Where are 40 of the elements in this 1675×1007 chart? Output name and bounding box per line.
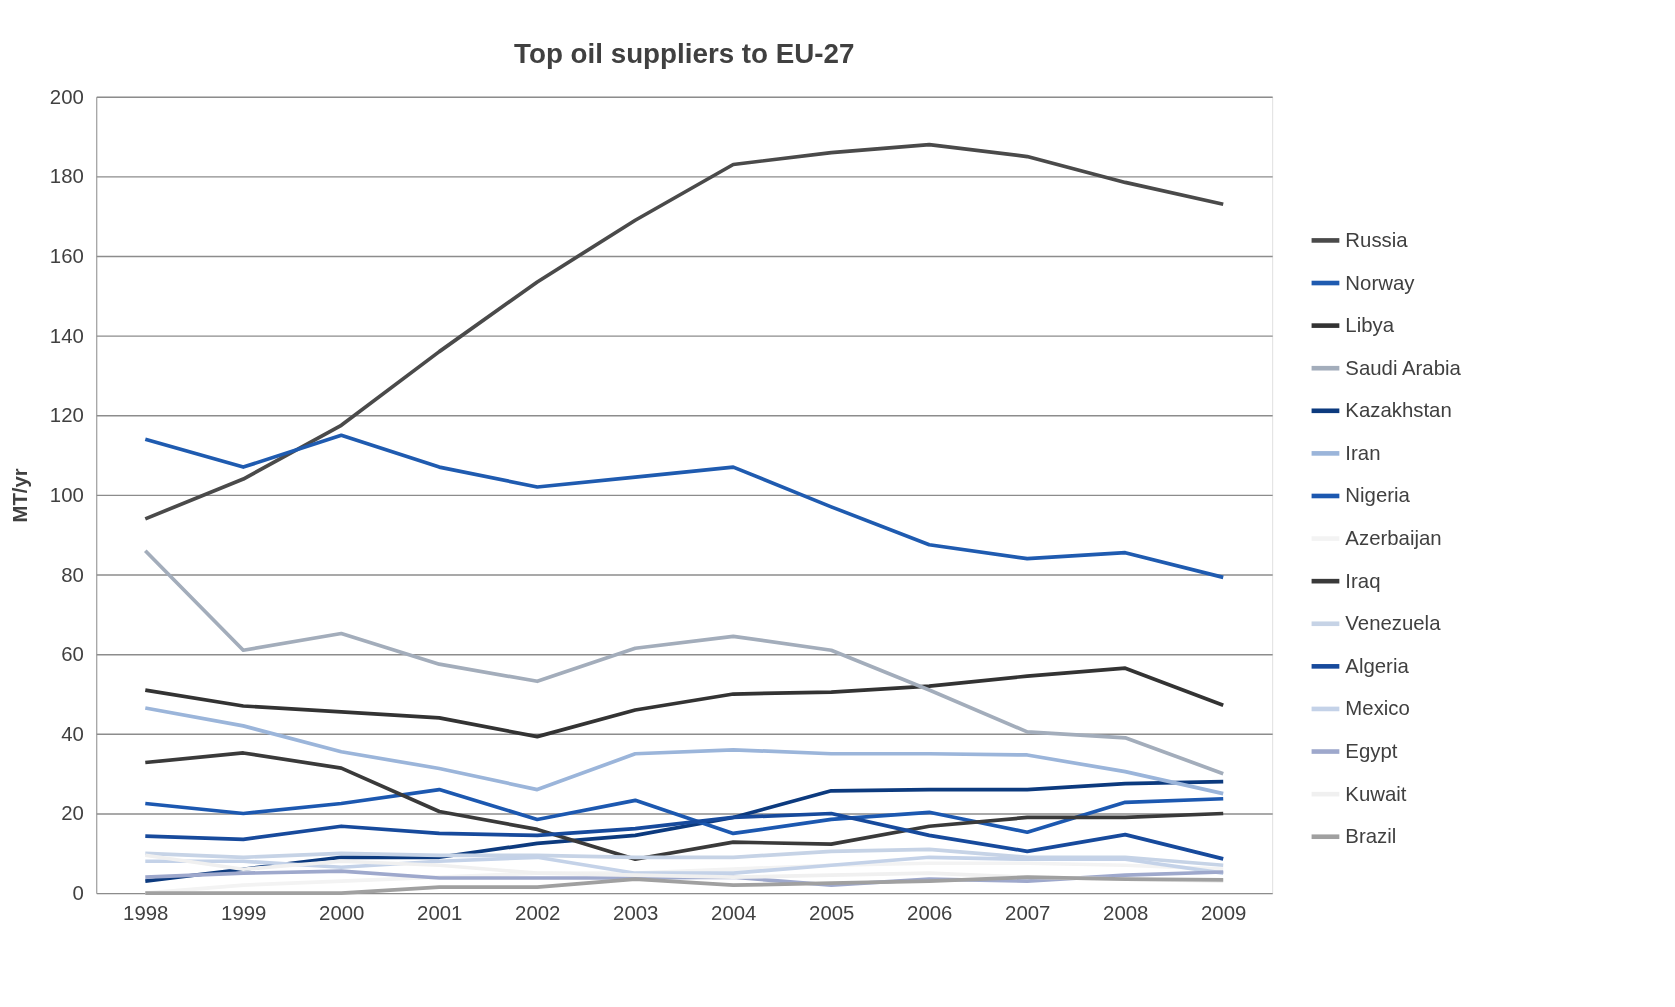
x-tick-label: 2007 bbox=[1005, 902, 1051, 925]
legend-label: Russia bbox=[1345, 228, 1409, 251]
chart-title: Top oil suppliers to EU-27 bbox=[514, 37, 855, 69]
x-tick-label: 1999 bbox=[221, 902, 267, 925]
legend-label: Egypt bbox=[1345, 740, 1398, 763]
y-tick-label: 0 bbox=[72, 882, 84, 905]
x-tick-label: 2002 bbox=[515, 902, 561, 925]
y-tick-label: 140 bbox=[49, 324, 84, 347]
legend-label: Norway bbox=[1345, 271, 1416, 294]
y-tick-label: 60 bbox=[61, 643, 84, 666]
x-tick-label: 2009 bbox=[1201, 902, 1247, 925]
y-tick-label: 180 bbox=[49, 165, 84, 188]
y-tick-label: 100 bbox=[49, 483, 84, 506]
legend-label: Algeria bbox=[1345, 654, 1410, 677]
legend-label: Azerbaijan bbox=[1345, 527, 1442, 550]
x-tick-label: 2005 bbox=[809, 902, 855, 925]
y-tick-label: 40 bbox=[61, 722, 84, 745]
y-tick-label: 80 bbox=[61, 563, 84, 586]
legend-label: Mexico bbox=[1345, 697, 1410, 720]
legend-label: Kuwait bbox=[1345, 782, 1407, 805]
x-tick-label: 2006 bbox=[907, 902, 953, 925]
x-tick-label: 2008 bbox=[1103, 902, 1149, 925]
x-tick-label: 2001 bbox=[417, 902, 463, 925]
x-tick-label: 1998 bbox=[123, 902, 169, 925]
legend-label: Iran bbox=[1345, 441, 1381, 464]
y-tick-label: 20 bbox=[61, 802, 84, 825]
y-tick-label: 200 bbox=[49, 85, 84, 108]
y-tick-label: 120 bbox=[49, 404, 84, 427]
legend-label: Saudi Arabia bbox=[1345, 356, 1462, 379]
legend-label: Libya bbox=[1345, 314, 1395, 337]
y-tick-label: 160 bbox=[49, 245, 84, 268]
legend-label: Nigeria bbox=[1345, 484, 1411, 507]
x-tick-label: 2000 bbox=[319, 902, 365, 925]
y-axis-title: MT/yr bbox=[8, 468, 31, 523]
x-tick-label: 2004 bbox=[711, 902, 757, 925]
legend-label: Brazil bbox=[1345, 825, 1397, 848]
x-tick-label: 2003 bbox=[613, 902, 659, 925]
legend-label: Iraq bbox=[1345, 569, 1381, 592]
legend-label: Venezuela bbox=[1345, 612, 1442, 635]
legend-label: Kazakhstan bbox=[1345, 399, 1452, 422]
